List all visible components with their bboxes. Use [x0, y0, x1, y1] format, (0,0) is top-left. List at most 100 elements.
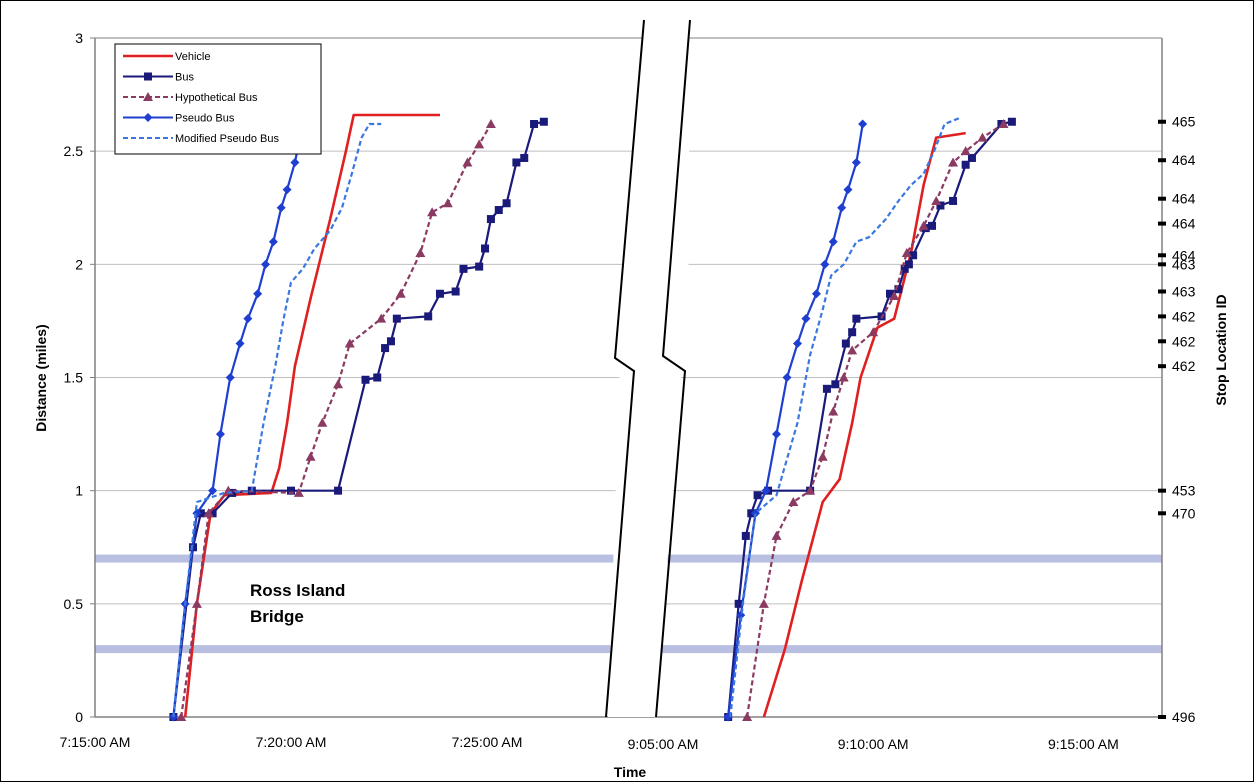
stop-id-label: 464: [1172, 152, 1196, 168]
x-tick-label: 9:05:00 AM: [628, 736, 699, 752]
stop-id-label: 464: [1172, 216, 1196, 232]
axis-break-gap: [608, 20, 690, 717]
stop-tick-mark: [1158, 488, 1166, 493]
data-point: [889, 291, 900, 301]
y-tick-label: 1: [75, 483, 83, 499]
data-point: [960, 146, 971, 156]
axis-break-line-left: [605, 19, 645, 718]
data-point: [361, 375, 370, 384]
x-tick-label: 7:20:00 AM: [256, 734, 327, 750]
data-point: [977, 132, 988, 142]
x-tick-label: 7:25:00 AM: [452, 734, 523, 750]
data-point: [753, 491, 762, 500]
data-point: [848, 328, 857, 337]
data-point: [822, 384, 831, 393]
y-tick-label: 3: [75, 30, 83, 46]
data-point: [788, 496, 799, 506]
data-point: [462, 157, 473, 167]
data-point: [276, 203, 286, 213]
series-line-hypothetical-bus-right: [746, 123, 1005, 718]
legend-label: Vehicle: [175, 51, 210, 63]
data-point: [225, 373, 235, 382]
data-point: [936, 201, 945, 210]
data-point: [793, 339, 803, 349]
data-point: [900, 264, 909, 273]
data-point: [734, 599, 743, 608]
series-line-bus-left: [172, 120, 545, 718]
data-point: [481, 244, 490, 253]
stop-tick-mark: [1158, 715, 1166, 719]
data-point: [203, 508, 214, 518]
stop-tick-mark: [1158, 196, 1166, 201]
data-point: [805, 485, 816, 495]
y-tick-label: 0.5: [64, 596, 84, 612]
data-point: [208, 486, 218, 496]
data-point: [843, 185, 853, 195]
data-point: [771, 530, 782, 540]
stop-tick-mark: [1158, 364, 1166, 369]
data-point: [512, 158, 521, 167]
data-point: [811, 289, 821, 299]
legend-label: Bus: [175, 72, 194, 84]
data-point: [386, 337, 395, 346]
axis-break-line-right: [655, 19, 691, 718]
data-point: [344, 338, 355, 348]
data-point: [868, 327, 879, 337]
data-point: [851, 157, 861, 167]
data-point: [904, 260, 913, 269]
data-point: [235, 339, 245, 349]
data-point: [494, 206, 503, 215]
data-point: [817, 451, 828, 461]
data-point: [475, 262, 484, 271]
data-point: [282, 185, 292, 195]
x-tick-label: 7:15:00 AM: [60, 734, 131, 750]
data-point: [243, 314, 253, 324]
data-point: [208, 509, 217, 518]
data-point: [841, 339, 850, 348]
data-point: [782, 373, 792, 382]
data-point: [373, 373, 382, 382]
series-line-modified-pseudo-bus-left: [172, 122, 382, 718]
data-point: [838, 372, 849, 382]
data-point: [191, 598, 202, 608]
data-point: [885, 289, 894, 298]
data-point: [801, 314, 811, 324]
data-point: [485, 119, 496, 129]
data-point: [909, 251, 918, 260]
stop-id-label: 462: [1172, 308, 1196, 324]
series-line-bus-right: [727, 120, 1013, 718]
data-point: [381, 344, 390, 353]
stop-id-label: 462: [1172, 333, 1196, 349]
data-point: [820, 259, 830, 269]
data-point: [828, 406, 839, 416]
series-line-pseudo-bus-right: [727, 123, 864, 718]
y-axis-title-left: Distance (miles): [33, 324, 49, 431]
data-point: [290, 157, 300, 167]
data-point: [530, 120, 539, 129]
stop-id-label: 463: [1172, 256, 1196, 272]
data-point: [771, 429, 781, 439]
x-tick-label: 9:10:00 AM: [838, 736, 909, 752]
data-point: [215, 429, 225, 439]
bridge-annotation-line2: Bridge: [250, 607, 304, 626]
data-point: [424, 312, 433, 321]
stop-id-label: 464: [1172, 191, 1196, 207]
legend-label: Hypothetical Bus: [175, 92, 258, 104]
data-point: [435, 289, 444, 298]
stop-tick-mark: [1158, 262, 1166, 267]
stop-id-label: 462: [1172, 358, 1196, 374]
stop-id-label: 453: [1172, 483, 1196, 499]
data-point: [287, 486, 295, 495]
data-point: [305, 451, 316, 461]
data-point: [931, 195, 942, 205]
data-point: [948, 157, 959, 167]
data-point: [474, 139, 485, 149]
data-point: [852, 314, 861, 323]
data-point: [268, 237, 278, 247]
series-line-vehicle-right: [762, 131, 966, 718]
bridge-annotation-line1: Ross Island: [250, 581, 345, 600]
data-point: [451, 287, 460, 296]
y-tick-label: 2: [75, 256, 83, 272]
data-point: [918, 220, 929, 230]
y-tick-label: 0: [75, 709, 83, 725]
